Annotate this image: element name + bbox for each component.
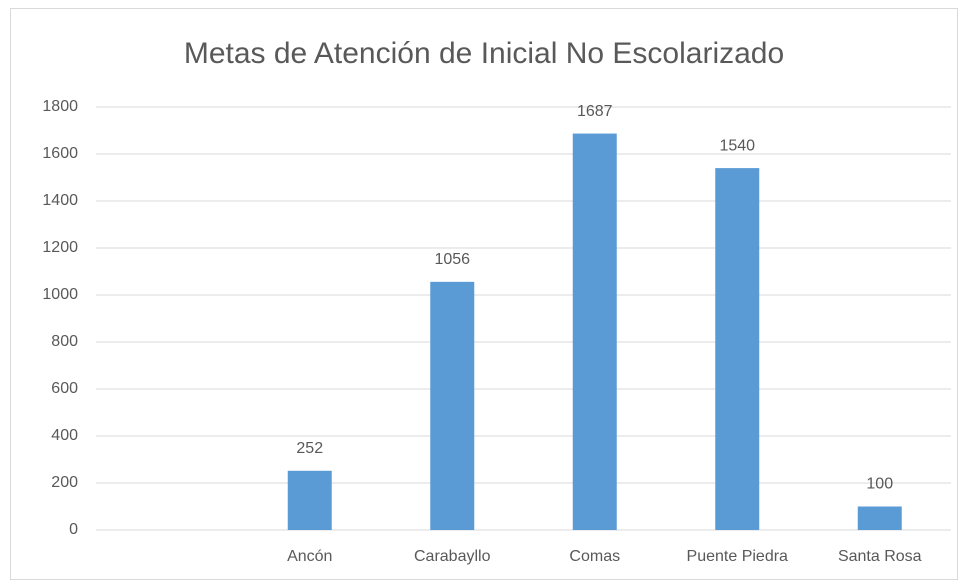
x-tick-label: Ancón — [287, 548, 332, 565]
y-tick-label: 1400 — [42, 192, 78, 209]
y-tick-label: 600 — [51, 380, 78, 397]
bar — [715, 168, 760, 530]
data-label: 1687 — [577, 103, 613, 120]
y-tick-label: 200 — [51, 474, 78, 491]
y-tick-label: 400 — [51, 427, 78, 444]
bar — [572, 133, 617, 530]
data-label: 1056 — [434, 251, 470, 268]
y-tick-label: 1600 — [42, 145, 78, 162]
chart-title: Metas de Atención de Inicial No Escolari… — [184, 37, 784, 70]
x-tick-label: Comas — [569, 548, 620, 565]
y-tick-label: 0 — [69, 521, 78, 538]
y-tick-label: 1800 — [42, 98, 78, 115]
y-tick-label: 1200 — [42, 239, 78, 256]
bar — [430, 281, 475, 530]
data-label: 1540 — [719, 137, 755, 154]
data-label: 252 — [296, 440, 323, 457]
y-tick-label: 800 — [51, 333, 78, 350]
x-tick-label: Santa Rosa — [838, 548, 922, 565]
x-tick-label: Puente Piedra — [687, 548, 789, 565]
y-tick-label: 1000 — [42, 286, 78, 303]
x-tick-label: Carabayllo — [414, 548, 491, 565]
bar — [857, 506, 902, 530]
chart-border — [10, 8, 958, 580]
data-label: 100 — [866, 476, 893, 493]
bar — [287, 470, 332, 530]
